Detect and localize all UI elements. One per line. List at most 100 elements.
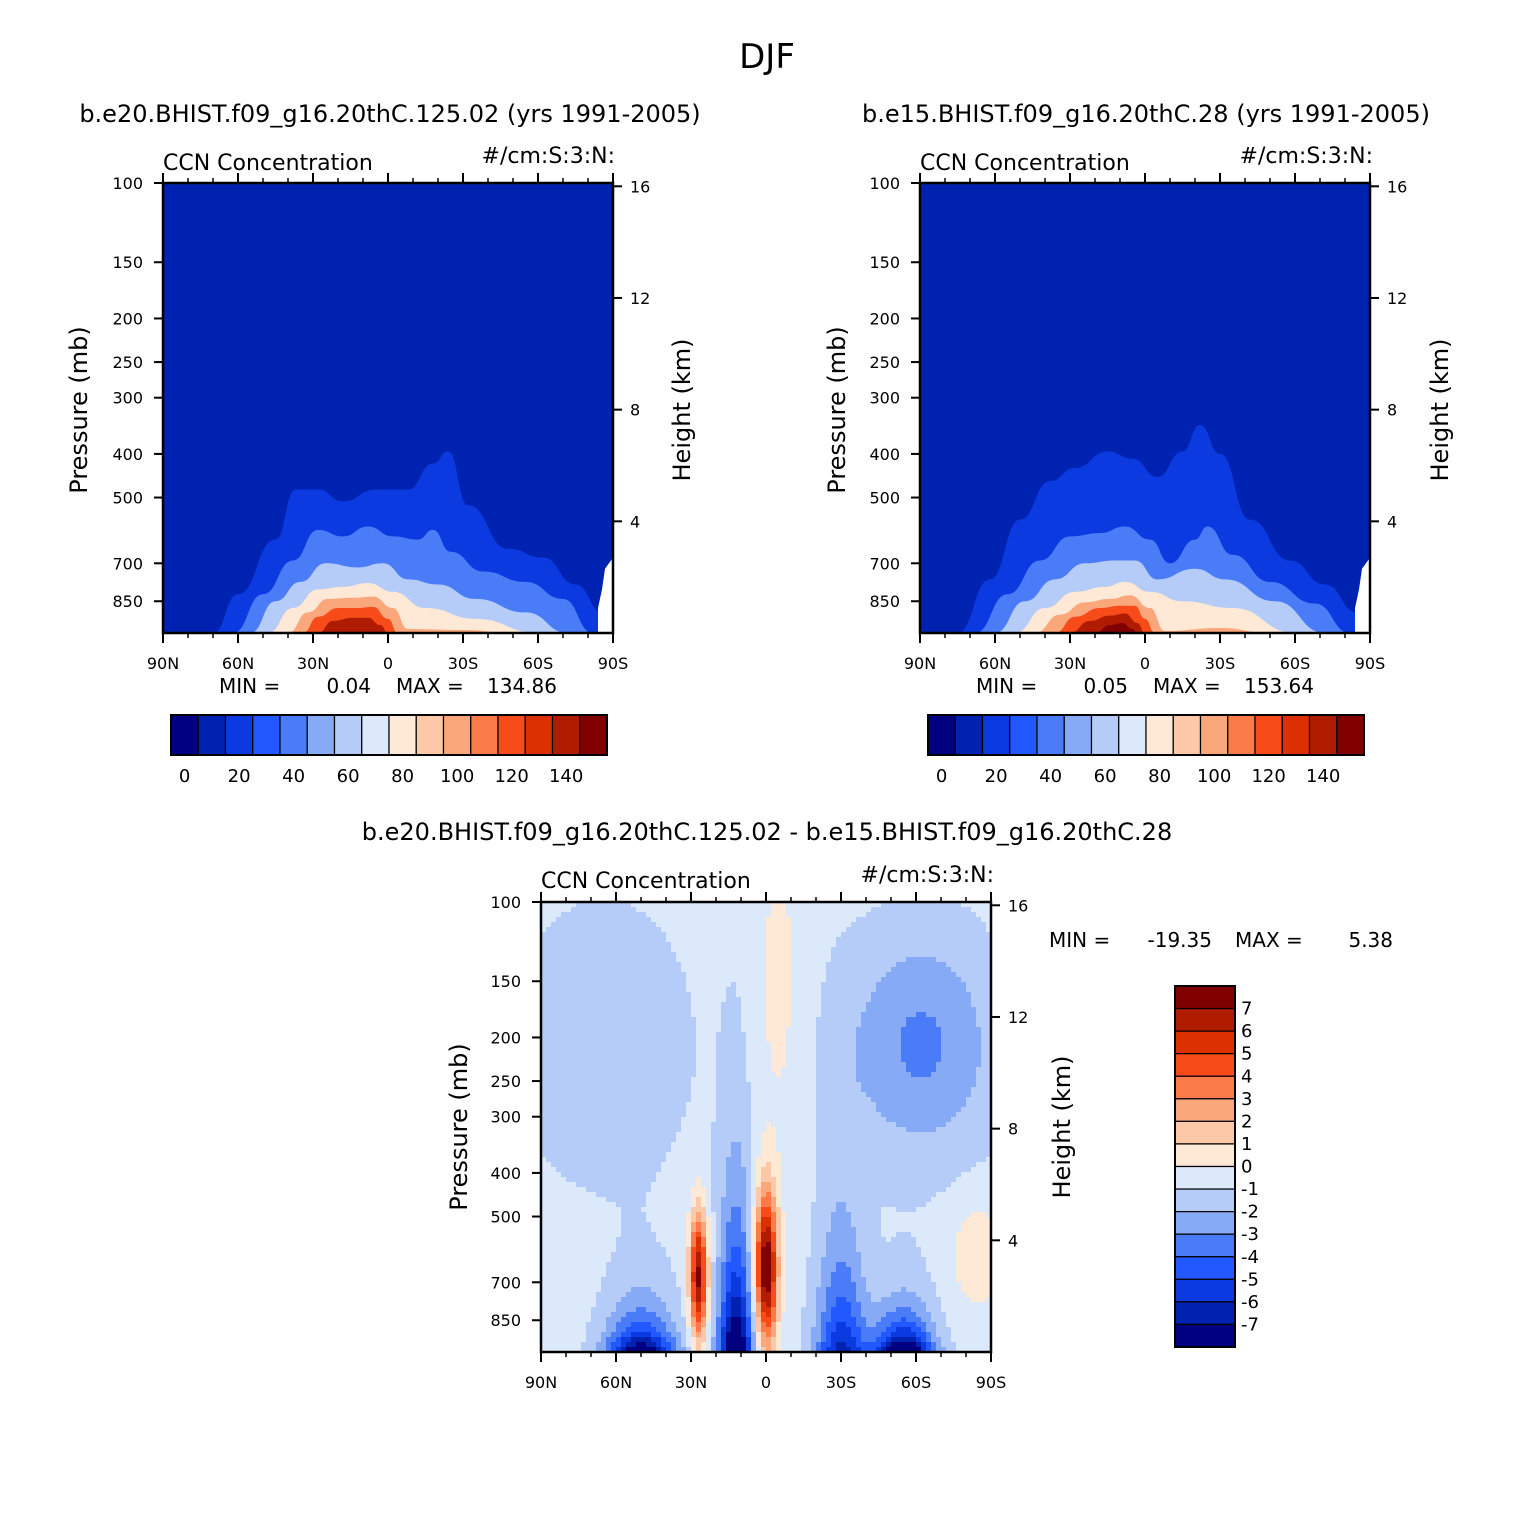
contour-cell	[721, 1072, 727, 1078]
contour-cell	[581, 977, 587, 983]
contour-cell	[636, 1047, 642, 1053]
contour-cell	[696, 1307, 702, 1313]
contour-cell	[756, 1057, 762, 1063]
contour-cell	[576, 1167, 582, 1173]
contour-cell	[706, 1007, 712, 1013]
contour-cell	[796, 1257, 802, 1263]
contour-cell	[776, 992, 782, 998]
x-tick-label: 30S	[1205, 654, 1236, 673]
colorbar: 0 20 40 60 80 100 120 140	[170, 714, 608, 787]
contour-cell	[716, 902, 722, 908]
contour-cell	[701, 1072, 707, 1078]
contour-cell	[706, 1302, 712, 1308]
contour-cell	[626, 1037, 632, 1043]
contour-cell	[706, 1297, 712, 1303]
contour-cell	[666, 1232, 672, 1238]
contour-cell	[786, 1342, 792, 1348]
contour-cell	[556, 917, 562, 923]
contour-cell	[761, 922, 767, 928]
contour-cell	[741, 907, 747, 913]
contour-cell	[766, 1162, 772, 1168]
contour-cell	[641, 1222, 647, 1228]
contour-cell	[791, 902, 797, 908]
contour-cell	[776, 1177, 782, 1183]
colorbar-swatch	[252, 714, 281, 756]
contour-cell	[736, 1177, 742, 1183]
contour-cell	[701, 1287, 707, 1293]
contour-cell	[561, 957, 567, 963]
contour-cell	[666, 917, 672, 923]
contour-cell	[636, 1337, 642, 1343]
contour-cell	[576, 1162, 582, 1168]
contour-cell	[701, 1347, 707, 1353]
contour-cell	[571, 1322, 577, 1328]
contour-cell	[721, 1042, 727, 1048]
contour-cell	[581, 1022, 587, 1028]
contour-cell	[761, 1322, 767, 1328]
contour-cell	[631, 1207, 637, 1213]
contour-cell	[646, 1087, 652, 1093]
contour-cell	[741, 1317, 747, 1323]
contour-cell	[611, 1017, 617, 1023]
contour-cell	[641, 1087, 647, 1093]
contour-cell	[701, 1267, 707, 1273]
contour-cell	[741, 1282, 747, 1288]
contour-cell	[756, 1117, 762, 1123]
contour-cell	[576, 962, 582, 968]
contour-cell	[711, 1252, 717, 1258]
contour-cell	[726, 1267, 732, 1273]
contour-cell	[721, 1337, 727, 1343]
contour-cell	[591, 962, 597, 968]
contour-cell	[761, 1012, 767, 1018]
contour-cell	[656, 902, 662, 908]
contour-cell	[786, 1172, 792, 1178]
contour-cell	[651, 1272, 657, 1278]
contour-cell	[781, 1197, 787, 1203]
contour-cell	[686, 962, 692, 968]
contour-cell	[746, 1012, 752, 1018]
contour-cell	[581, 1212, 587, 1218]
contour-cell	[791, 1297, 797, 1303]
contour-cell	[666, 1212, 672, 1218]
contour-cell	[746, 1262, 752, 1268]
contour-cell	[796, 977, 802, 983]
contour-cell	[746, 1177, 752, 1183]
contour-cell	[801, 1072, 807, 1078]
contour-cell	[686, 1272, 692, 1278]
contour-cell	[596, 1217, 602, 1223]
contour-cell	[611, 1132, 617, 1138]
contour-cell	[651, 1217, 657, 1223]
contour-cell	[551, 957, 557, 963]
contour-cell	[591, 1207, 597, 1213]
contour-cell	[716, 1297, 722, 1303]
contour-cell	[626, 1242, 632, 1248]
contour-cell	[546, 937, 552, 943]
contour-cell	[781, 902, 787, 908]
contour-cell	[781, 1027, 787, 1033]
contour-cell	[801, 1117, 807, 1123]
contour-cell	[671, 967, 677, 973]
contour-cell	[591, 1307, 597, 1313]
contour-cell	[711, 1232, 717, 1238]
contour-cell	[576, 1087, 582, 1093]
contour-cell	[581, 1202, 587, 1208]
contour-cell	[786, 1292, 792, 1298]
contour-cell	[801, 1102, 807, 1108]
contour-cell	[791, 1312, 797, 1318]
contour-cell	[606, 1162, 612, 1168]
contour-cell	[551, 1222, 557, 1228]
contour-cell	[636, 1202, 642, 1208]
contour-cell	[751, 1247, 757, 1253]
contour-cell	[796, 1197, 802, 1203]
contour-cell	[601, 997, 607, 1003]
contour-cell	[616, 922, 622, 928]
contour-cell	[576, 1027, 582, 1033]
contour-cell	[786, 1062, 792, 1068]
contour-cell	[621, 977, 627, 983]
contour-cell	[786, 1087, 792, 1093]
contour-cell	[796, 1022, 802, 1028]
colorbar-swatch	[1063, 714, 1093, 756]
contour-cell	[636, 932, 642, 938]
contour-cell	[786, 1132, 792, 1138]
contour-cell	[721, 1027, 727, 1033]
